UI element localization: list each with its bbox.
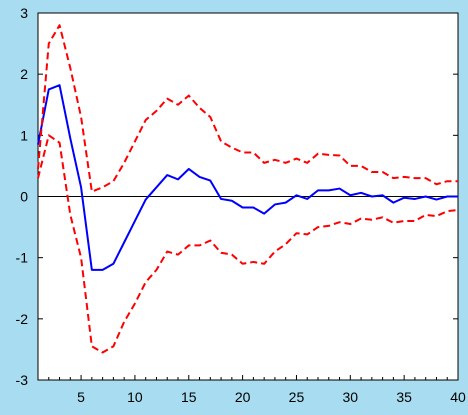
x-tick-label: 25 xyxy=(289,389,305,405)
upper-band-line xyxy=(37,24,458,193)
x-tick-label: 20 xyxy=(235,389,251,405)
series-layer xyxy=(37,24,459,354)
x-tick-label: 40 xyxy=(450,389,466,405)
x-tick-label: 10 xyxy=(127,389,143,405)
y-tick-label: 2 xyxy=(20,66,28,82)
y-tick-label: -2 xyxy=(16,311,29,327)
y-tick-label: 3 xyxy=(20,5,28,21)
x-tick-label: 35 xyxy=(396,389,412,405)
x-tick-label: 5 xyxy=(77,389,85,405)
x-tick-label: 30 xyxy=(343,389,359,405)
y-axis: -3 -2 -1 0 1 2 3 xyxy=(16,5,458,388)
x-axis: 5 10 15 20 25 30 35 40 xyxy=(37,375,466,405)
y-tick-label: -3 xyxy=(16,372,29,388)
response-line xyxy=(37,84,458,271)
y-tick-label: 0 xyxy=(20,189,28,205)
y-tick-label: 1 xyxy=(20,127,28,143)
y-tick-label: -1 xyxy=(16,250,29,266)
lower-band-line xyxy=(37,134,459,354)
x-tick-label: 15 xyxy=(181,389,197,405)
